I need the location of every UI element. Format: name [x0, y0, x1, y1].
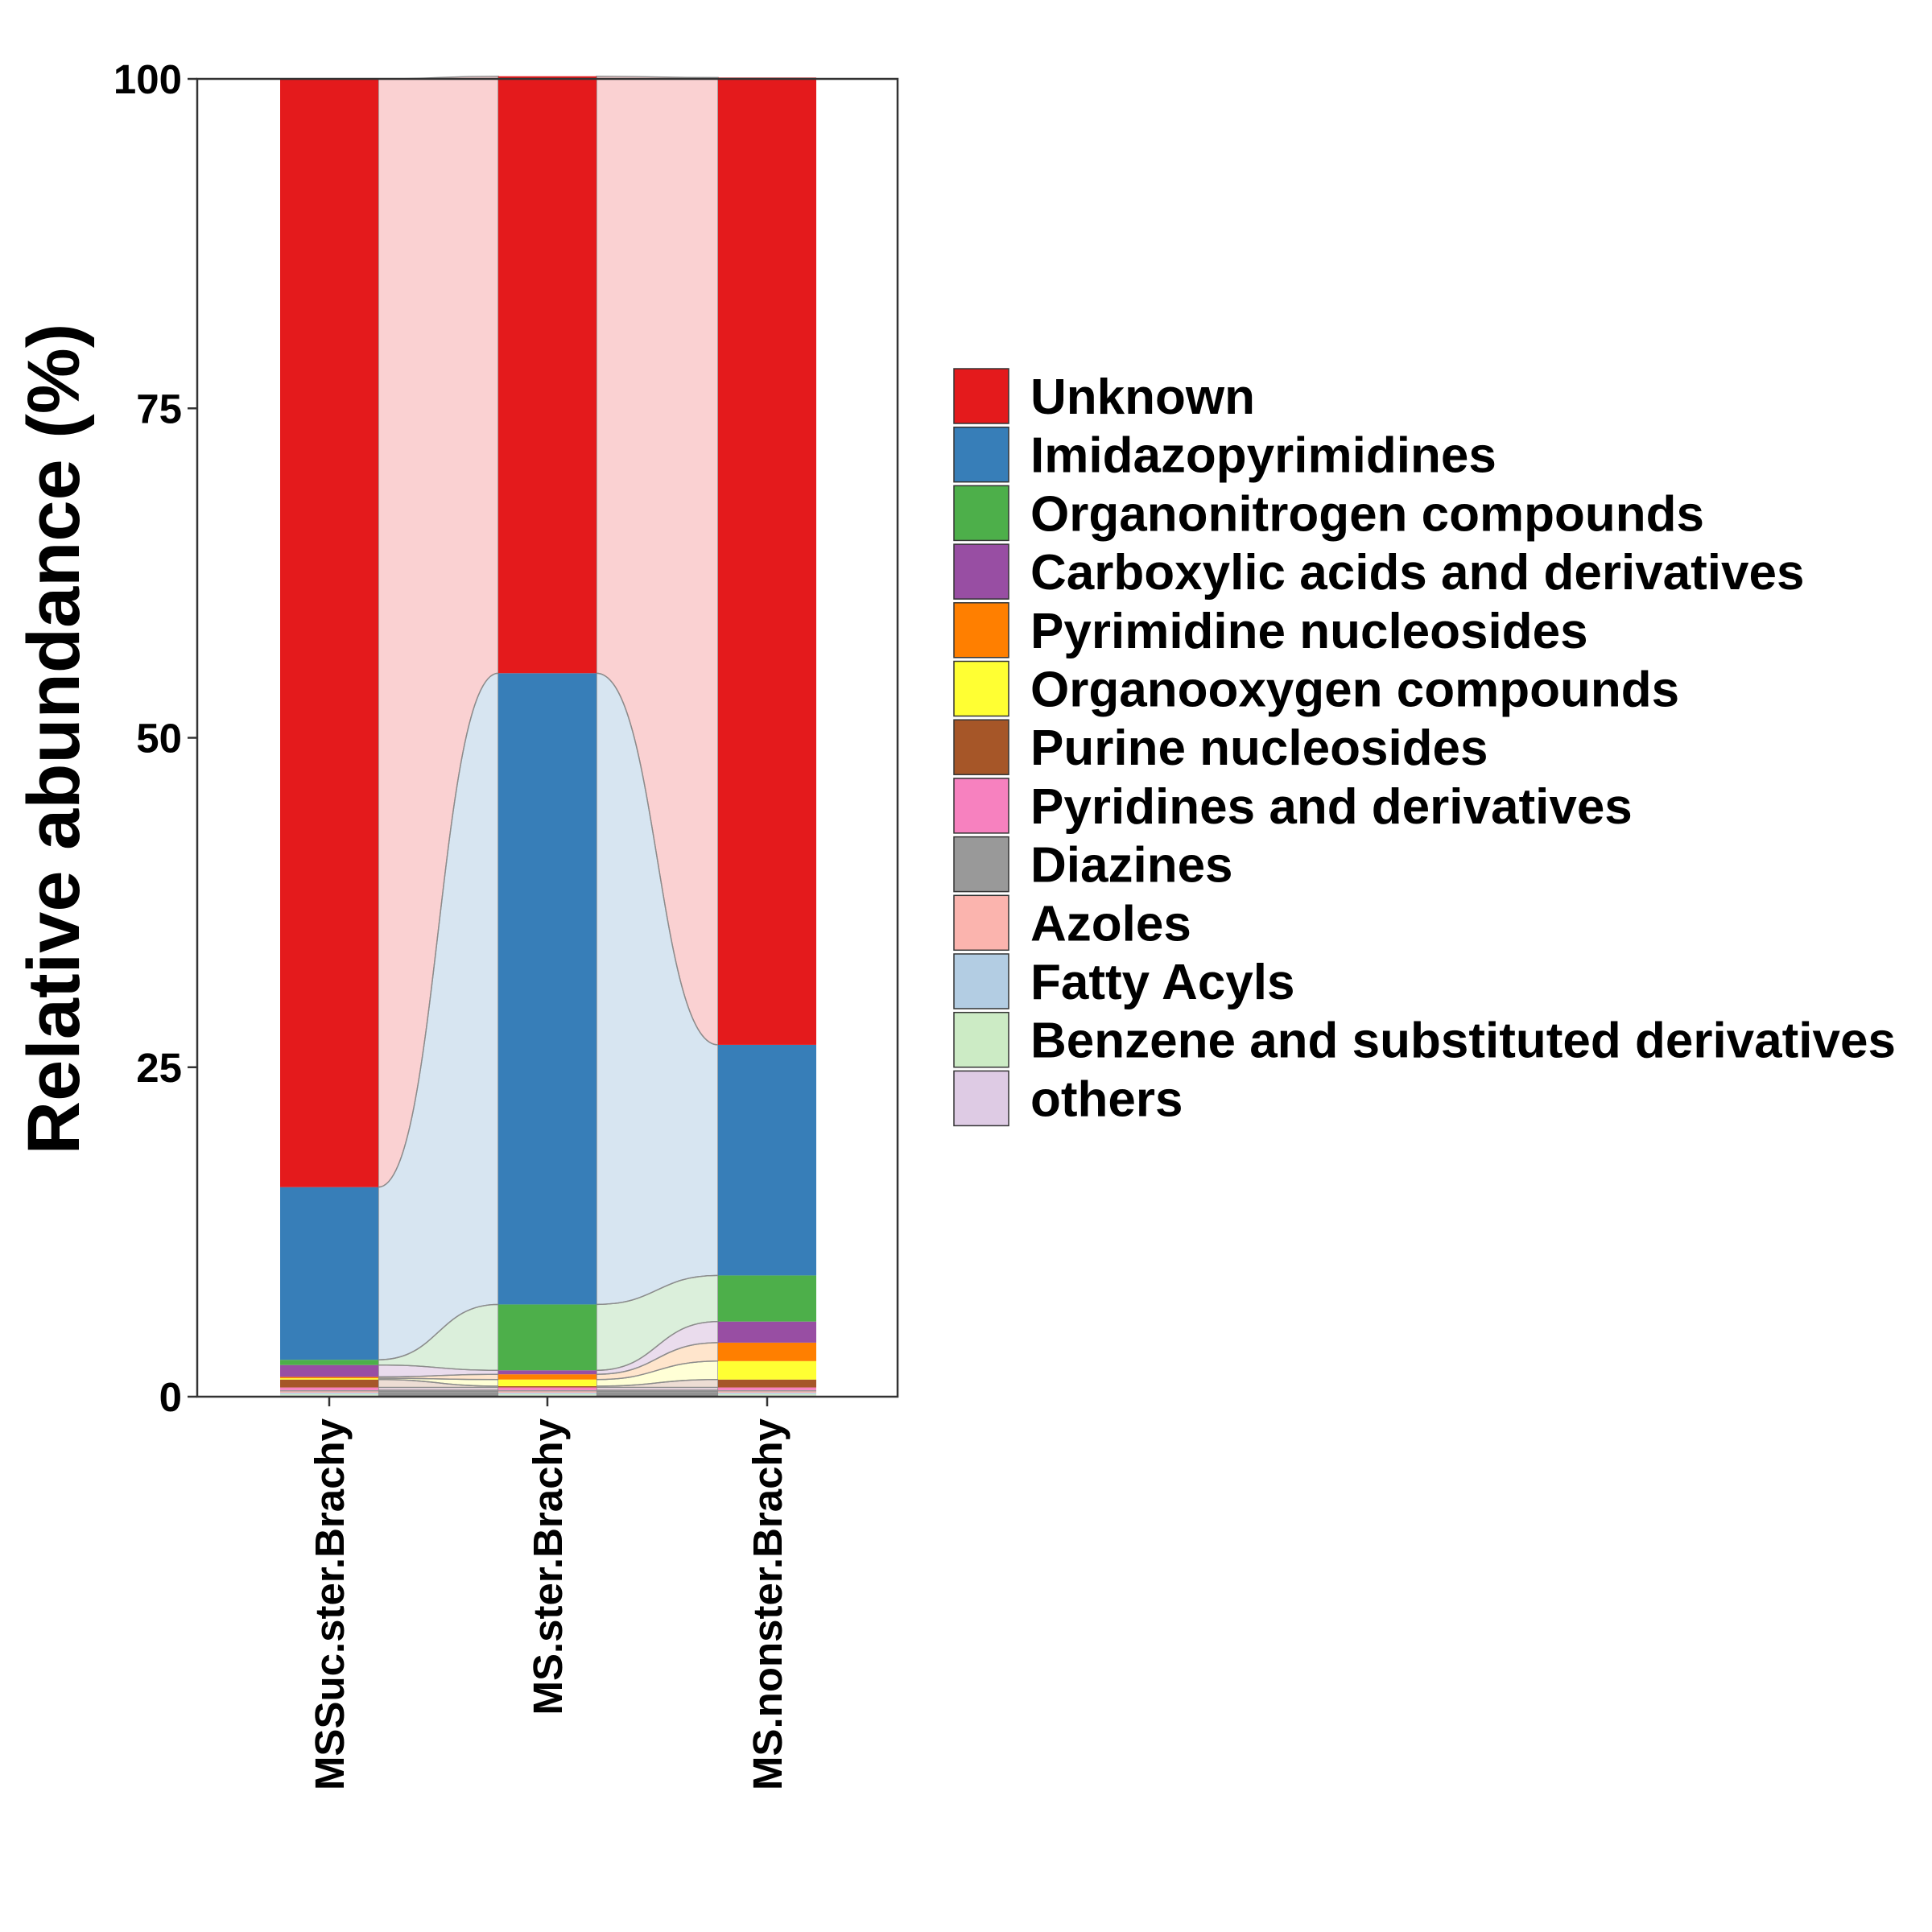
bar-segment-benzene-and-substituted-derivatives-2 [718, 1393, 816, 1396]
legend-swatch [953, 1011, 1009, 1068]
legend-item-fatty-acyls: Fatty Acyls [953, 953, 1295, 1010]
legend-label: Diazines [1030, 838, 1233, 894]
y-tick-label: 25 [136, 1045, 182, 1091]
bar-segment-purine-nucleosides-1 [498, 1385, 597, 1388]
bar-segment-imidazopyrimidines-2 [718, 1044, 816, 1276]
legend-item-carboxylic-acids-and-derivatives: Carboxylic acids and derivatives [953, 543, 1804, 601]
legend-label: Azoles [1030, 896, 1191, 952]
legend-label: Organonitrogen compounds [1030, 486, 1704, 542]
bar-segment-pyrimidine-nucleosides-1 [498, 1374, 597, 1380]
y-axis: 0 25 50 75 100 [114, 56, 197, 1420]
legend-label: Purine nucleosides [1030, 720, 1488, 776]
legend-swatch [953, 1070, 1009, 1127]
legend-swatch [953, 368, 1009, 424]
bar-segment-organooxygen-compounds-0 [280, 1378, 378, 1380]
legend-item-organonitrogen-compounds: Organonitrogen compounds [953, 485, 1704, 542]
bar-segment-azoles-1 [498, 1391, 597, 1393]
legend-label: Pyrimidine nucleosides [1030, 604, 1588, 659]
legend-label: Unknown [1030, 369, 1255, 425]
legend-item-imidazopyrimidines: Imidazopyrimidines [953, 426, 1496, 484]
bar-segment-organooxygen-compounds-2 [718, 1360, 816, 1380]
bar-segment-diazines-0 [280, 1389, 378, 1392]
y-tick-label: 100 [114, 56, 182, 102]
bar-segment-fatty-acyls-2 [718, 1393, 816, 1394]
bar-segment-organonitrogen-compounds-2 [718, 1275, 816, 1322]
bar-segment-fatty-acyls-0 [280, 1393, 378, 1394]
bar-segment-organonitrogen-compounds-0 [280, 1360, 378, 1365]
bar-layer [280, 76, 816, 1397]
legend-swatch [953, 894, 1009, 952]
bar-segment-imidazopyrimidines-0 [280, 1187, 378, 1360]
bar-segment-purine-nucleosides-2 [718, 1379, 816, 1388]
bar-segment-diazines-1 [498, 1389, 597, 1392]
bar-segment-azoles-2 [718, 1391, 816, 1393]
bar-segment-diazines-2 [718, 1389, 816, 1392]
legend-item-others: others [953, 1070, 1183, 1127]
bar-segment-pyridines-and-derivatives-0 [280, 1387, 378, 1390]
legend-item-diazines: Diazines [953, 836, 1233, 894]
legend-item-benzene-and-substituted-derivatives: Benzene and substituted derivatives [953, 1011, 1896, 1069]
x-axis: MSSuc.ster.Brachy MS.ster.Brachy MS.nonste… [307, 1397, 791, 1790]
legend-item-pyrimidine-nucleosides: Pyrimidine nucleosides [953, 602, 1588, 659]
bar-segment-benzene-and-substituted-derivatives-1 [498, 1393, 597, 1396]
flow-unknown-0 [378, 76, 499, 1188]
legend-label: Organooxygen compounds [1030, 663, 1679, 718]
legend-swatch [953, 485, 1009, 542]
bar-segment-pyrimidine-nucleosides-0 [280, 1377, 378, 1379]
legend-swatch [953, 719, 1009, 775]
legend-label: Fatty Acyls [1030, 955, 1295, 1010]
bar-segment-organonitrogen-compounds-1 [498, 1304, 597, 1371]
legend-item-purine-nucleosides: Purine nucleosides [953, 719, 1488, 776]
legend-swatch [953, 426, 1009, 483]
legend-label: Benzene and substituted derivatives [1030, 1013, 1896, 1069]
legend-label: Carboxylic acids and derivatives [1030, 545, 1804, 601]
legend-label: Pyridines and derivatives [1030, 779, 1633, 835]
bar-segment-carboxylic-acids-and-derivatives-0 [280, 1364, 378, 1377]
bar-segment-carboxylic-acids-and-derivatives-1 [498, 1370, 597, 1375]
flow-unknown-1 [596, 76, 719, 1046]
x-tick-label-ms-ster-brachy: MS.ster.Brachy [525, 1418, 571, 1715]
y-axis-title: Relative abundance (%) [13, 324, 95, 1155]
bar-segment-azoles-0 [280, 1391, 378, 1393]
y-tick-label: 0 [159, 1374, 182, 1420]
legend-item-pyridines-and-derivatives: Pyridines and derivatives [953, 778, 1633, 835]
bar-segment-unknown-1 [498, 76, 597, 674]
legend-swatch [953, 660, 1009, 717]
legend-item-azoles: Azoles [953, 894, 1191, 952]
bar-segment-carboxylic-acids-and-derivatives-2 [718, 1321, 816, 1343]
bar-segment-pyrimidine-nucleosides-2 [718, 1342, 816, 1361]
x-tick-label-mssuc-ster-brachy: MSSuc.ster.Brachy [307, 1418, 353, 1790]
bar-segment-pyridines-and-derivatives-1 [498, 1387, 597, 1390]
y-tick-label: 75 [136, 386, 182, 431]
legend-item-unknown: Unknown [953, 368, 1255, 425]
bar-segment-pyridines-and-derivatives-2 [718, 1387, 816, 1390]
legend-item-organooxygen-compounds: Organooxygen compounds [953, 660, 1679, 718]
bar-segment-imidazopyrimidines-1 [498, 673, 597, 1305]
legend-swatch [953, 953, 1009, 1009]
legend-swatch [953, 778, 1009, 834]
y-tick-label: 50 [136, 716, 182, 762]
flow-layer [378, 76, 719, 1397]
legend-swatch [953, 602, 1009, 658]
bar-segment-fatty-acyls-1 [498, 1393, 597, 1394]
legend-swatch [953, 836, 1009, 893]
bar-segment-organooxygen-compounds-1 [498, 1379, 597, 1386]
legend: UnknownImidazopyrimidinesOrganonitrogen … [953, 368, 1896, 1127]
bar-segment-purine-nucleosides-0 [280, 1379, 378, 1388]
bar-segment-unknown-0 [280, 79, 378, 1187]
bar-segment-benzene-and-substituted-derivatives-0 [280, 1393, 378, 1396]
bar-segment-unknown-2 [718, 77, 816, 1045]
legend-swatch [953, 543, 1009, 600]
legend-label: others [1030, 1071, 1183, 1127]
legend-label: Imidazopyrimidines [1030, 428, 1496, 484]
x-tick-label-ms-nonster-brachy: MS.nonster.Brachy [745, 1418, 791, 1790]
